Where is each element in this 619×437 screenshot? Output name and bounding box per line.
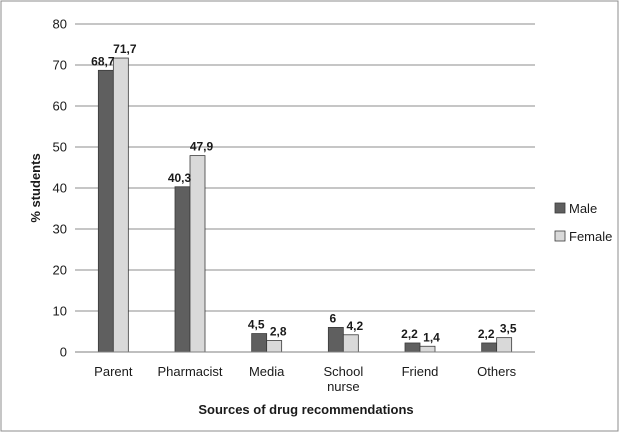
legend-swatch-female <box>554 230 566 242</box>
legend-label-female: Female <box>569 229 612 244</box>
x-axis-title: Sources of drug recommendations <box>198 402 413 417</box>
bar-male <box>251 333 268 353</box>
bar-male <box>404 342 421 353</box>
bar-female <box>342 334 359 353</box>
data-label: 3,5 <box>500 322 517 336</box>
bar-female <box>266 340 283 353</box>
bar-male <box>327 326 344 353</box>
data-label: 2,8 <box>270 325 287 339</box>
x-category-label: Media <box>249 364 285 379</box>
bar-female <box>112 57 129 353</box>
bar-female <box>189 155 206 353</box>
data-label: 68,7 <box>91 54 115 68</box>
legend-swatch-male <box>554 202 566 214</box>
y-axis-title: % students <box>28 153 43 222</box>
data-label: 6 <box>329 311 336 325</box>
y-tick-label: 80 <box>53 17 67 32</box>
x-category-label: nurse <box>327 379 360 394</box>
legend-label-male: Male <box>569 201 597 216</box>
bars <box>97 57 513 353</box>
y-tick-label: 70 <box>53 58 67 73</box>
bar-female <box>496 337 513 353</box>
y-tick-label: 0 <box>60 345 67 360</box>
data-label: 47,9 <box>190 140 214 154</box>
y-tick-label: 40 <box>53 181 67 196</box>
bar-female <box>419 345 436 353</box>
y-tick-label: 10 <box>53 304 67 319</box>
data-labels: 68,771,7 40,3 47,9 4,5 2,8 6 4,2 2,2 1,4 2,2 3,5 <box>91 42 517 344</box>
bar-male <box>174 186 191 353</box>
x-category-label: Parent <box>94 364 133 379</box>
legend: Male Female <box>554 201 612 244</box>
data-label: 4,5 <box>248 318 265 332</box>
y-tick-label: 50 <box>53 140 67 155</box>
y-tick-label: 20 <box>53 263 67 278</box>
data-label: 1,4 <box>423 330 440 344</box>
data-label: 2,2 <box>401 327 418 341</box>
data-label: 4,2 <box>346 319 363 333</box>
x-category-label: Friend <box>402 364 439 379</box>
x-category-label: Pharmacist <box>157 364 222 379</box>
data-label: 40,3 <box>168 171 192 185</box>
data-label: 2,2 <box>478 327 495 341</box>
data-label: 71,7 <box>113 42 137 56</box>
x-category-label: School <box>323 364 363 379</box>
bar-male <box>97 69 114 353</box>
x-category-label: Others <box>477 364 517 379</box>
bar-male <box>481 342 498 353</box>
y-tick-label: 30 <box>53 222 67 237</box>
y-axis-ticks: 0 10 20 30 40 50 60 70 80 <box>53 17 67 360</box>
gridlines <box>75 23 535 312</box>
y-tick-label: 60 <box>53 99 67 114</box>
